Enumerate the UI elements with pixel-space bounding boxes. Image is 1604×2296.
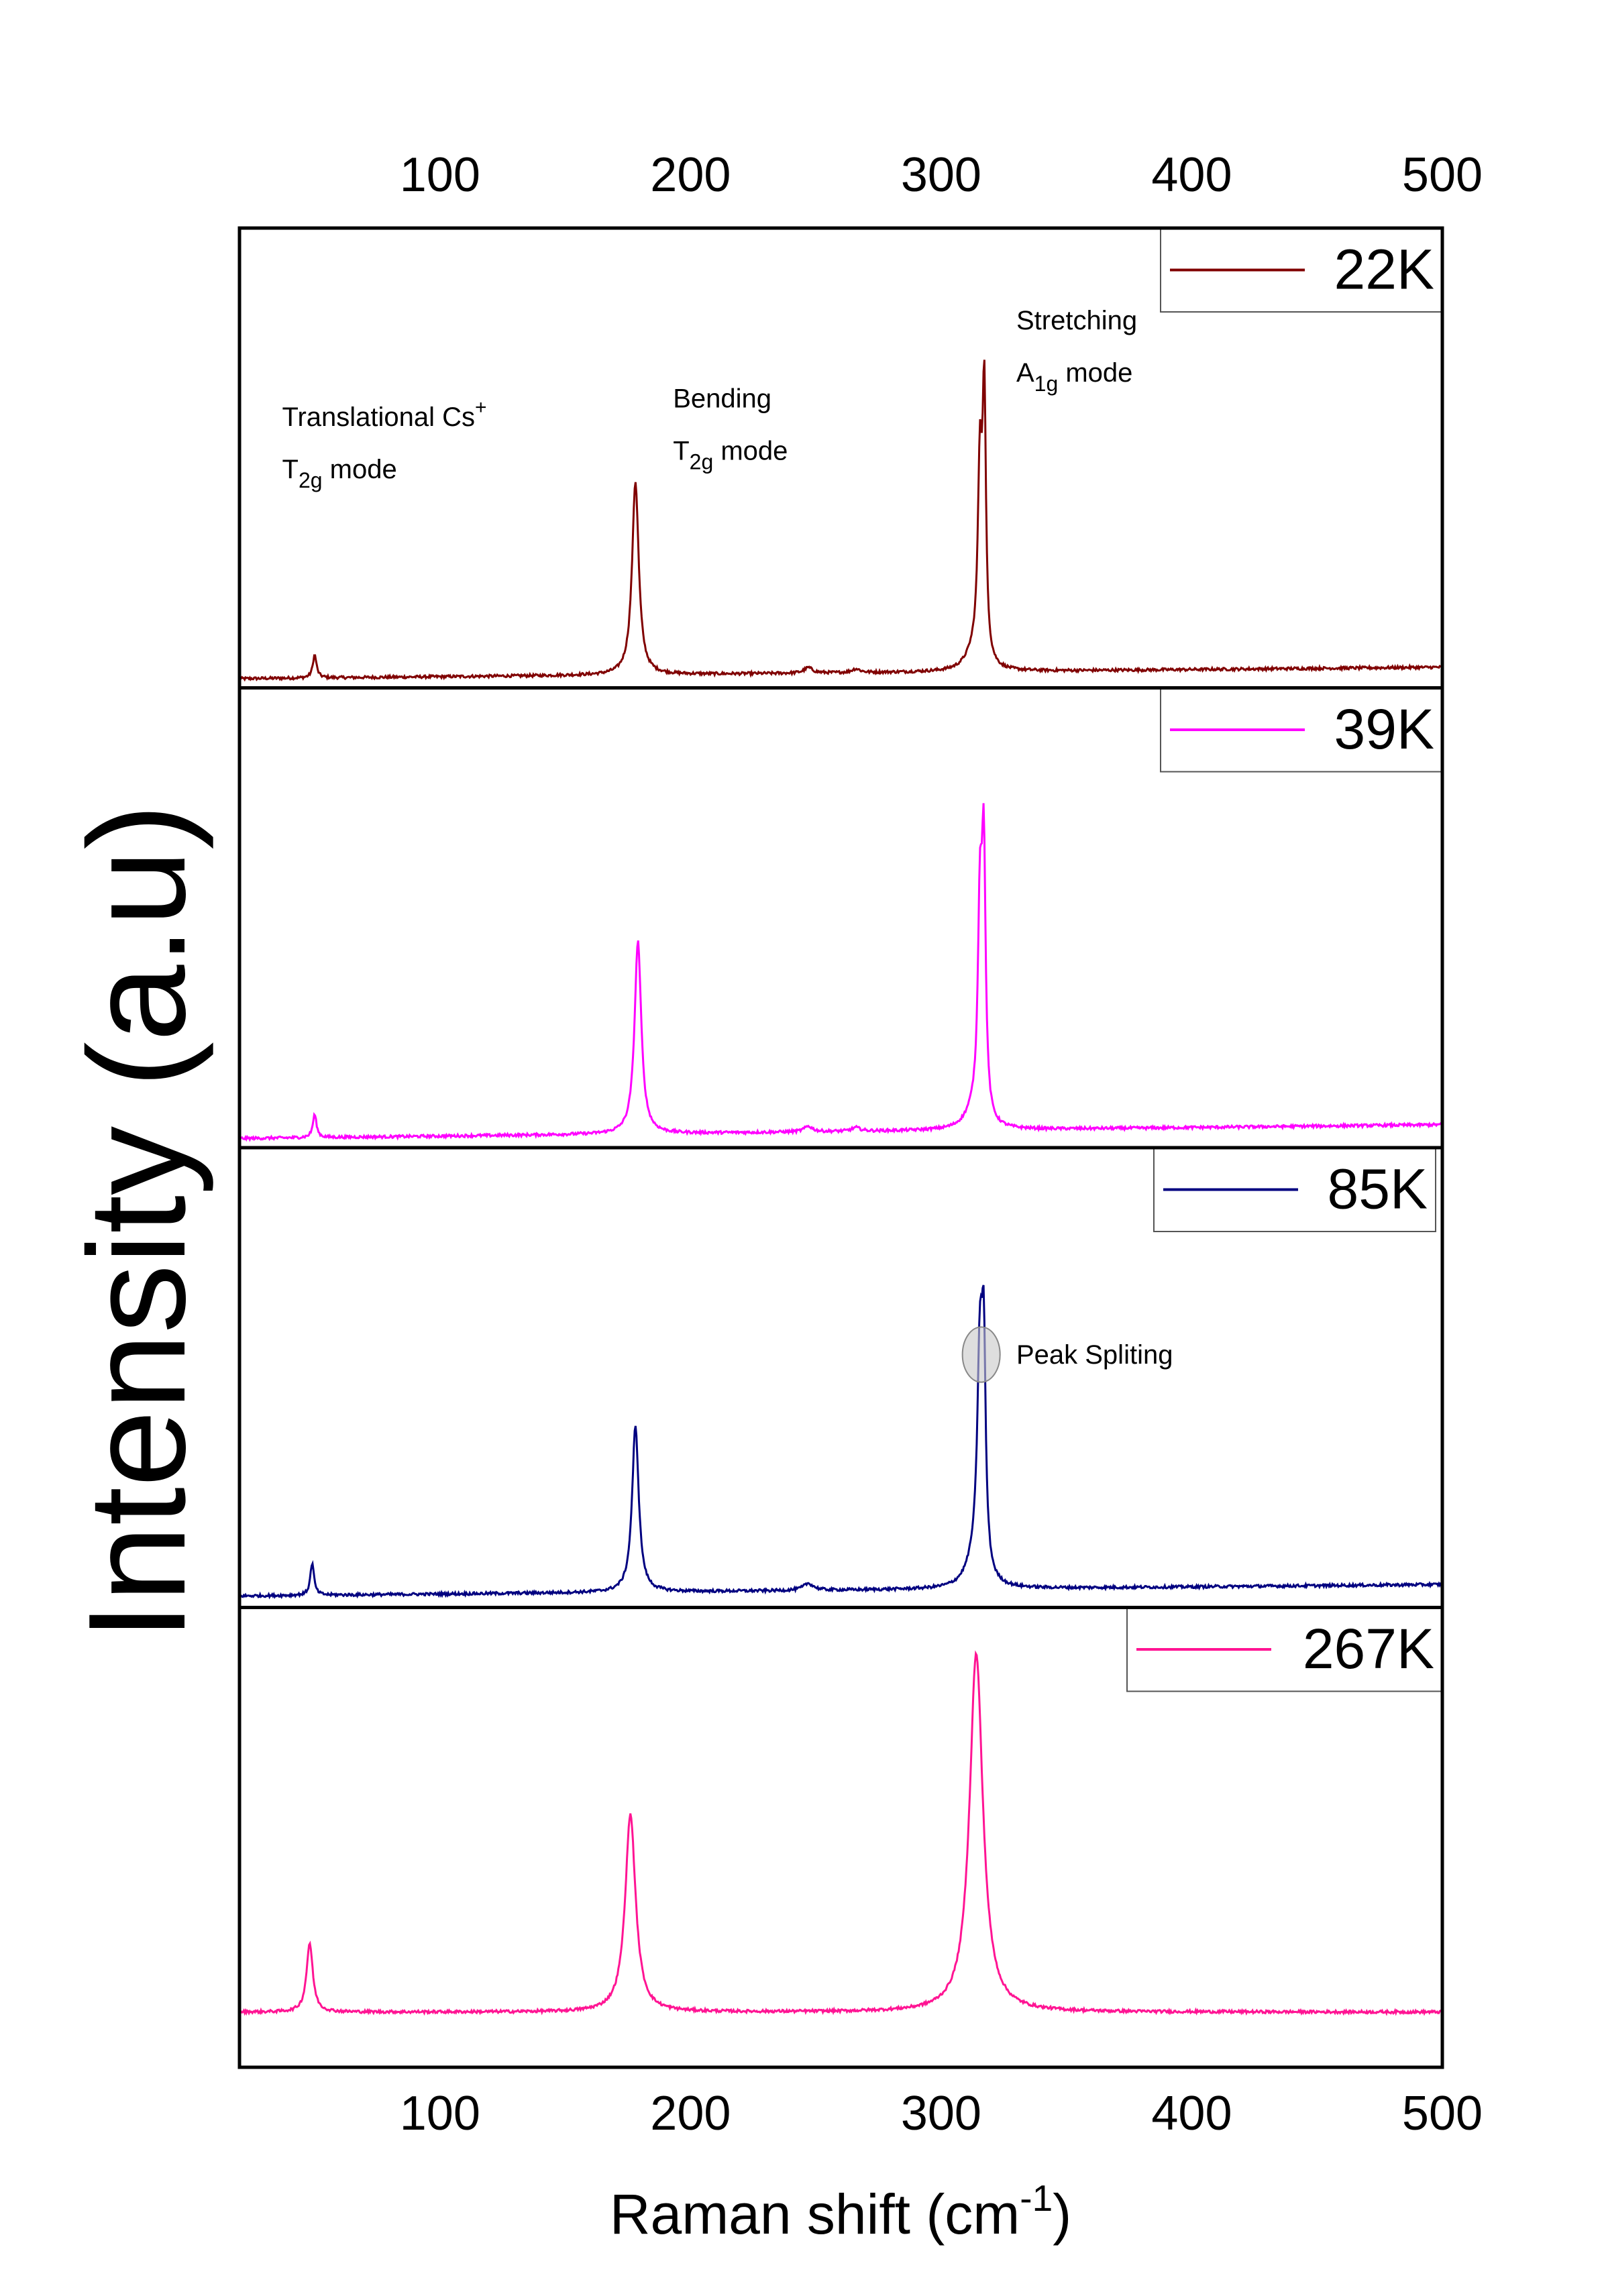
- panel-39K: 39K: [237, 686, 1444, 1150]
- legend-label: 39K: [1334, 698, 1434, 761]
- panel-85K: Peak Spliting 85K: [237, 1146, 1444, 1609]
- x-tick-label-bottom: 400: [1151, 2087, 1232, 2140]
- panel-22K: Translational Cs+ T2g mode Bending T2g mode…: [237, 226, 1444, 690]
- x-axis-label-main: Raman shift (cm: [610, 2183, 1020, 2246]
- y-axis-label: Intensity (a.u): [60, 804, 214, 1641]
- legend-label: 85K: [1328, 1158, 1428, 1221]
- x-tick-label-top: 400: [1151, 148, 1232, 202]
- x-tick-label-bottom: 300: [901, 2087, 981, 2140]
- legend-267K: 267K: [1126, 1606, 1443, 1692]
- panel-frame-267K: [237, 1606, 1444, 2069]
- annotation-22K-2: Stretching: [1016, 306, 1137, 335]
- x-tick-label-bottom: 500: [1402, 2087, 1483, 2140]
- x-tick-label-top: 100: [400, 148, 480, 202]
- series-line-39K: [238, 803, 1443, 1142]
- annotation-22K-0: Translational Cs+: [282, 396, 487, 432]
- peak-splitting-highlight: [961, 1326, 1001, 1383]
- annotation-85K-0: Peak Spliting: [1016, 1340, 1173, 1370]
- chart-panels: Translational Cs+ T2g mode Bending T2g mode…: [237, 226, 1444, 2069]
- legend-39K: 39K: [1160, 687, 1443, 773]
- x-tick-label-top: 300: [901, 148, 981, 202]
- legend-label: 22K: [1334, 238, 1434, 301]
- x-axis-label-end: ): [1053, 2183, 1071, 2246]
- series-line-22K: [238, 360, 1442, 682]
- x-axis-label: Raman shift (cm-1): [610, 2177, 1071, 2246]
- x-tick-label-top: 200: [650, 148, 731, 202]
- x-tick-label-bottom: 200: [650, 2087, 731, 2140]
- panel-267K: 267K: [237, 1606, 1444, 2069]
- legend-85K: 85K: [1153, 1147, 1436, 1232]
- legend-22K: 22K: [1160, 227, 1443, 313]
- annotation-22K-1: Bending: [673, 384, 771, 413]
- series-line-85K: [239, 1284, 1444, 1600]
- x-axis-label-sup: -1: [1020, 2177, 1053, 2219]
- annotation-22K-0-line2: T2g mode: [282, 455, 397, 492]
- annotation-22K-2-line2: A1g mode: [1016, 358, 1132, 396]
- legend-label: 267K: [1303, 1617, 1434, 1680]
- chart-axes: 100 100 200 200 300 300 400 400 500 500: [400, 148, 1483, 2140]
- series-line-267K: [238, 1650, 1443, 2016]
- annotation-22K-1-line2: T2g mode: [673, 436, 788, 474]
- x-tick-label-bottom: 100: [400, 2087, 480, 2140]
- x-tick-label-top: 500: [1402, 148, 1483, 202]
